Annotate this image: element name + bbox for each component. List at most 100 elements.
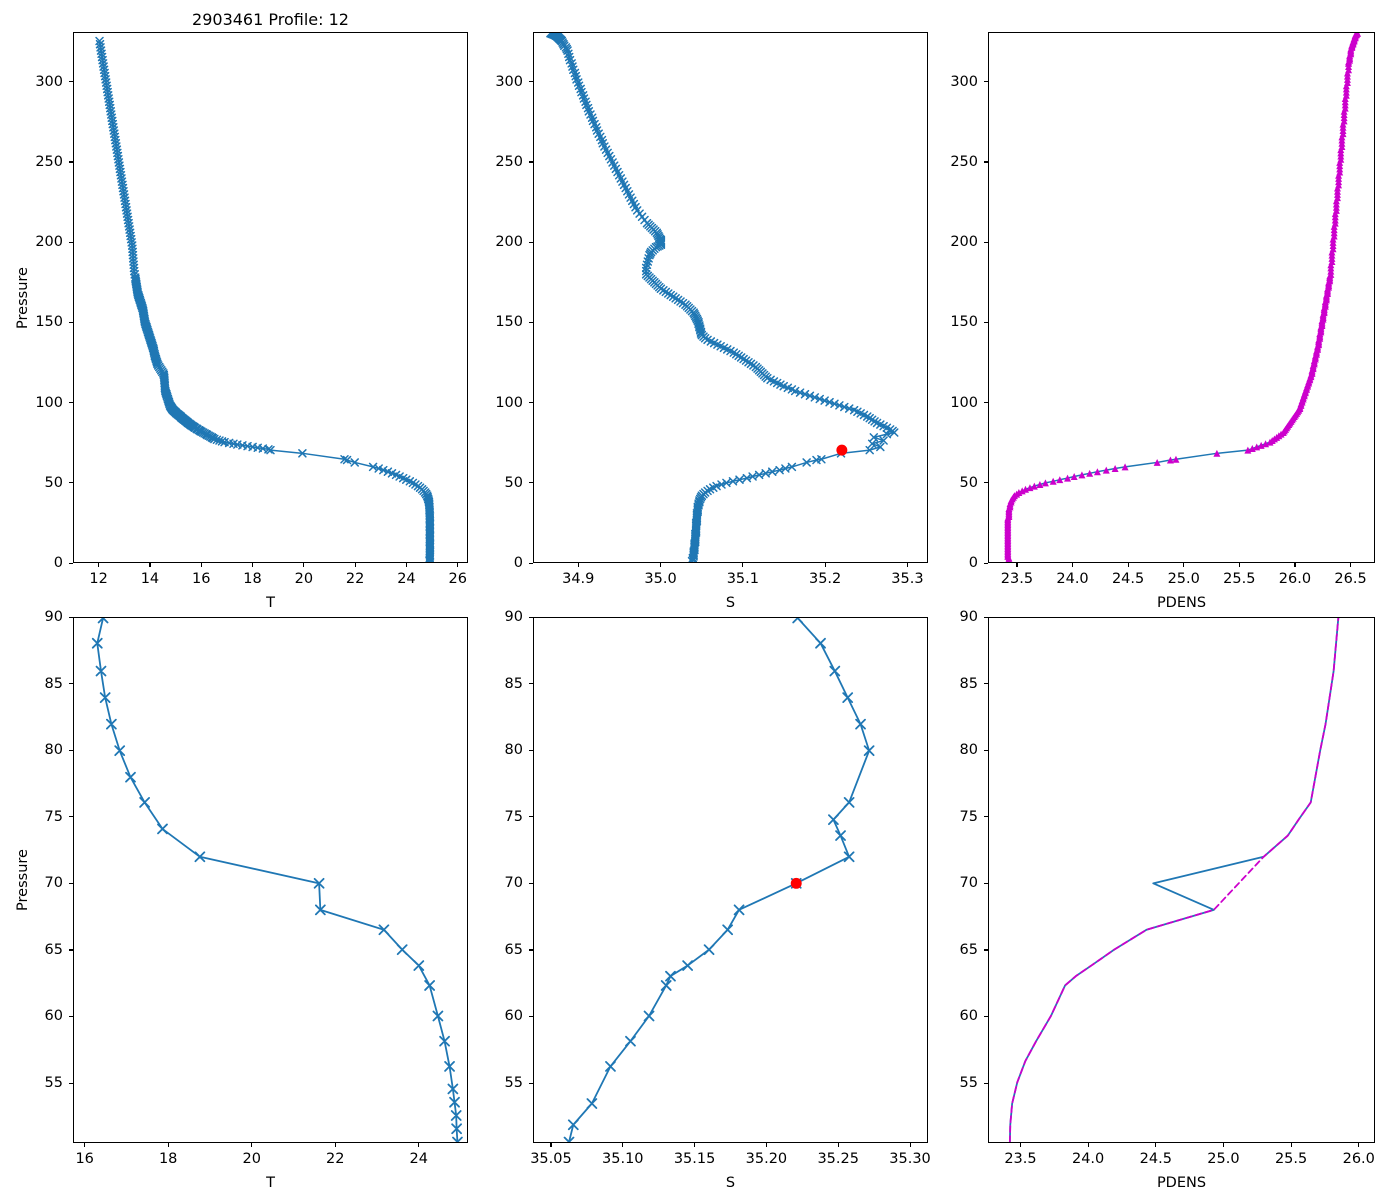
x-tick-mark <box>1072 563 1074 567</box>
y-tick-label: 100 <box>950 394 978 411</box>
y-tick-label: 150 <box>950 314 978 331</box>
x-tick-label: 12 <box>89 571 108 587</box>
y-tick-mark <box>529 81 533 83</box>
flagged-salinity-point[interactable] <box>836 444 848 456</box>
x-tick-mark <box>200 563 202 567</box>
x-tick-mark <box>742 563 744 567</box>
y-tick-label: 50 <box>959 474 978 491</box>
x-tick-mark <box>405 563 408 567</box>
series-line-T <box>96 618 459 1142</box>
flagged-salinity-point[interactable] <box>790 877 802 889</box>
y-tick-mark <box>984 402 988 404</box>
chart-panel-bottom-temperature: 16 18 20 22 24 55 60 65 70 75 80 85 90 T Pressure <box>15 609 468 1191</box>
y-tick-mark <box>69 402 73 404</box>
y-tick-label: 80 <box>504 742 523 759</box>
series-marker-triangle <box>1030 482 1038 490</box>
y-tick-label: 85 <box>504 675 523 692</box>
x-tick-mark <box>1183 563 1185 567</box>
series-line-PDENS-line <box>1008 618 1340 1142</box>
y-tick-mark <box>984 816 988 818</box>
y-tick-mark <box>984 616 988 618</box>
series-marker-triangle <box>1213 449 1221 457</box>
y-tick-label: 250 <box>950 153 978 170</box>
x-tick-label: 26 <box>448 571 467 587</box>
x-tick-mark <box>334 1143 336 1147</box>
y-tick-mark <box>529 241 533 243</box>
plot-area-bottom-pdens <box>988 617 1375 1143</box>
y-tick-mark <box>529 482 533 484</box>
x-tick-mark <box>906 563 909 567</box>
series-markers-S <box>546 33 899 562</box>
series-PDENS <box>1004 33 1361 562</box>
x-tick-label: 35.20 <box>745 1151 788 1167</box>
x-tick-mark <box>622 1143 624 1147</box>
x-tick-mark <box>1358 1143 1360 1147</box>
y-tick-label: 60 <box>504 1008 523 1025</box>
y-tick-mark <box>984 749 988 751</box>
y-tick-mark <box>984 161 988 163</box>
y-tick-mark <box>529 161 533 163</box>
y-tick-mark <box>69 81 73 83</box>
x-axis-label-top-temperature: T <box>266 595 275 611</box>
y-tick-label: 250 <box>35 153 63 170</box>
chart-panel-top-salinity: 34.9 35.0 35.1 35.2 35.3 0 50 100 150 200 250 300 S <box>495 32 928 611</box>
series-marker-triangle <box>1166 456 1174 464</box>
y-tick-mark <box>529 1015 533 1018</box>
series-line-T <box>98 40 431 562</box>
x-tick-mark <box>1290 1143 1292 1147</box>
y-tick-label: 200 <box>950 234 978 251</box>
y-tick-mark <box>69 1082 73 1084</box>
y-tick-mark <box>529 1082 533 1084</box>
y-tick-mark <box>984 81 988 83</box>
x-tick-label: 25.5 <box>1223 571 1256 587</box>
plot-area-top-pdens <box>988 32 1375 563</box>
x-tick-label: 35.1 <box>726 571 759 587</box>
plot-area-bottom-temperature <box>73 617 468 1143</box>
y-tick-mark <box>984 321 988 323</box>
y-tick-label: 60 <box>959 1008 978 1025</box>
y-tick-label: 0 <box>513 555 523 571</box>
series-markers-S <box>563 618 875 1142</box>
y-tick-label: 65 <box>44 941 63 958</box>
y-tick-mark <box>984 562 988 564</box>
y-tick-label: 50 <box>44 474 63 491</box>
y-tick-mark <box>984 241 988 243</box>
series-marker-triangle <box>1353 33 1361 37</box>
x-tick-mark <box>98 563 100 567</box>
y-tick-label: 85 <box>44 675 63 692</box>
x-tick-label: 35.3 <box>891 571 924 587</box>
y-tick-label: 90 <box>504 609 523 625</box>
x-axis-label-top-pdens: PDENS <box>1156 595 1207 611</box>
x-tick-mark <box>694 1143 696 1147</box>
x-tick-label: 23.5 <box>1004 1151 1037 1167</box>
y-tick-label: 300 <box>495 73 523 90</box>
y-tick-mark <box>69 749 73 751</box>
y-tick-label: 100 <box>35 394 63 411</box>
y-tick-mark <box>984 482 988 484</box>
y-tick-label: 90 <box>44 609 63 625</box>
y-tick-mark <box>529 816 533 818</box>
y-tick-mark <box>69 321 73 323</box>
x-tick-mark <box>251 1143 253 1147</box>
y-tick-label: 90 <box>959 609 978 625</box>
y-tick-label: 55 <box>504 1075 523 1092</box>
series-layer-bottom-temperature <box>91 618 463 1142</box>
x-axis-label-bottom-salinity: S <box>725 1175 736 1191</box>
x-tick-label: 24 <box>397 571 416 587</box>
series-T <box>95 36 435 562</box>
y-tick-mark <box>529 749 533 751</box>
y-tick-label: 200 <box>495 234 523 251</box>
x-tick-label: 35.15 <box>673 1151 716 1167</box>
series-layer-bottom-pdens <box>1008 618 1340 1142</box>
y-tick-label: 85 <box>959 675 978 692</box>
x-tick-mark <box>354 563 356 567</box>
y-tick-label: 75 <box>44 808 63 825</box>
y-tick-mark <box>529 402 533 404</box>
series-line-S <box>549 33 895 562</box>
series-S <box>563 618 875 1142</box>
plot-area-top-salinity <box>533 32 928 563</box>
x-tick-label: 23.5 <box>1000 571 1034 587</box>
y-tick-label: 250 <box>495 153 523 170</box>
y-tick-mark <box>69 816 73 818</box>
x-axis-label-bottom-pdens: PDENS <box>1156 1175 1207 1191</box>
